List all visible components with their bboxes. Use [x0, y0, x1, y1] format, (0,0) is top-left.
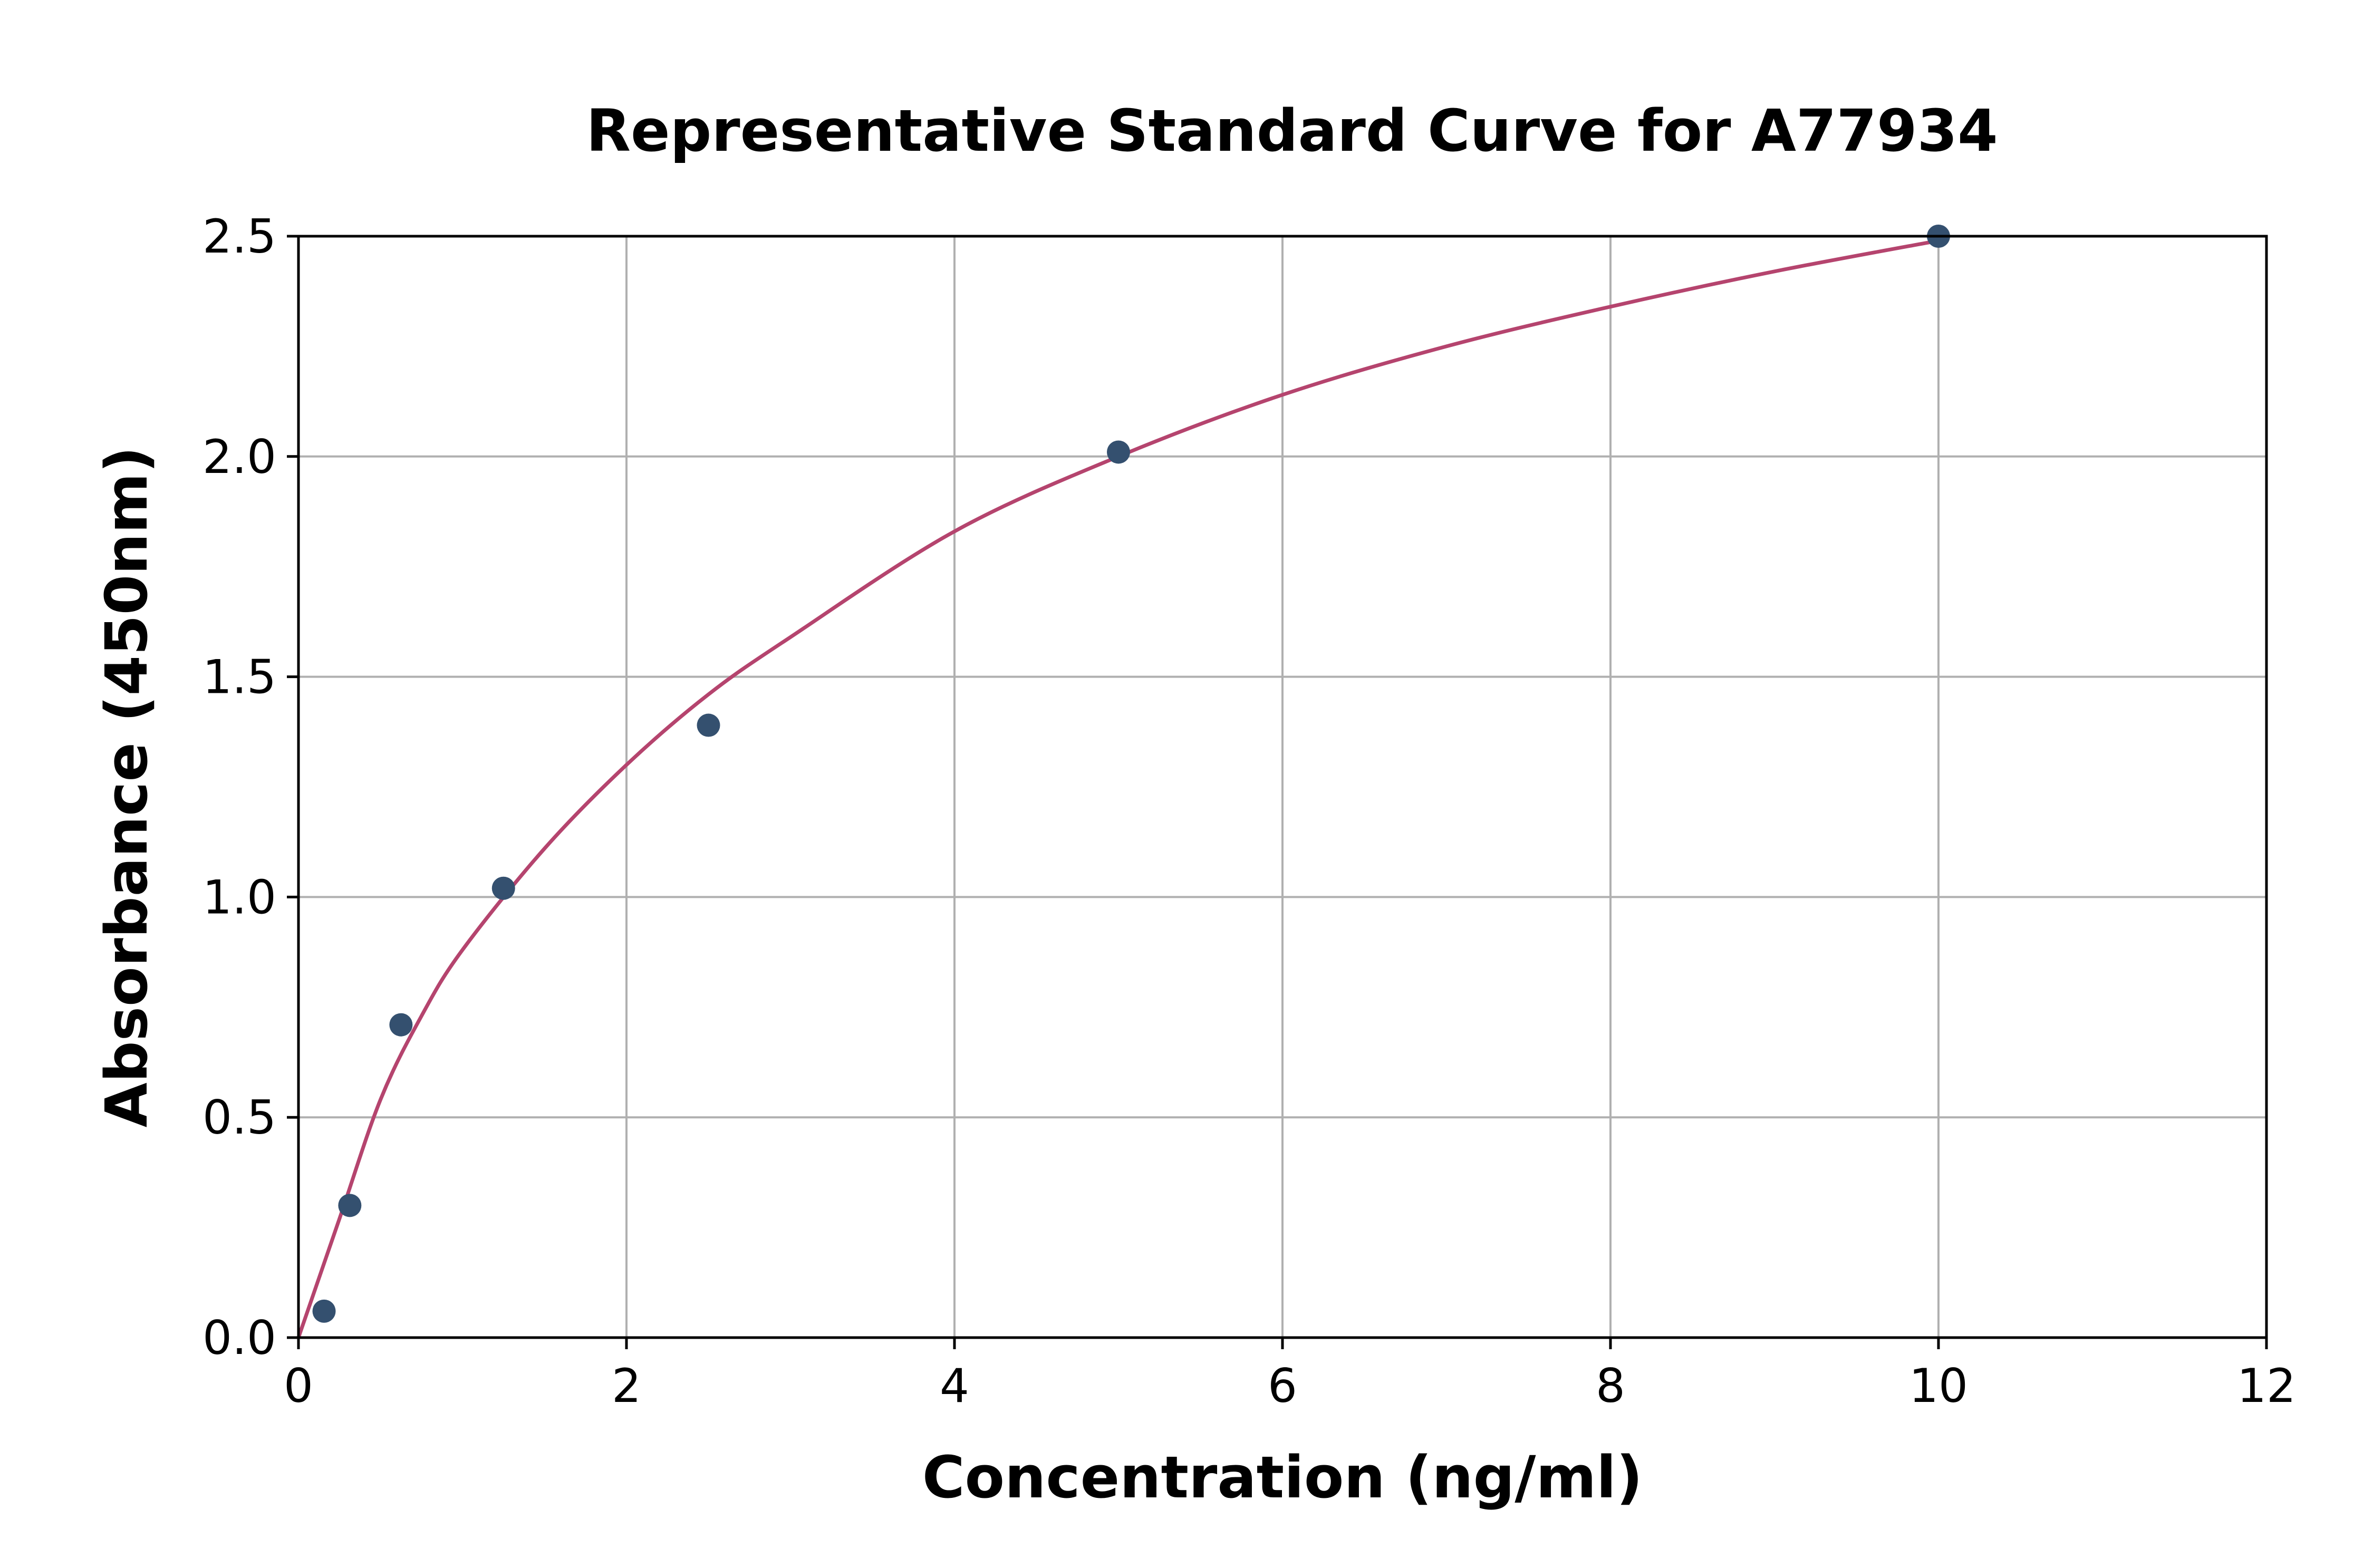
y-tick-label: 0.5	[202, 1090, 276, 1145]
y-tick-label: 2.0	[202, 430, 276, 484]
data-point	[1107, 440, 1130, 464]
data-point	[338, 1194, 362, 1217]
x-tick-label: 10	[1909, 1359, 1968, 1413]
data-point	[491, 876, 515, 900]
x-tick-label: 2	[612, 1359, 641, 1413]
fit-curve-layer	[296, 238, 1941, 1340]
y-tick-label: 0.0	[202, 1311, 276, 1365]
y-axis-label: Absorbance (450nm)	[93, 447, 160, 1128]
x-tick-label: 0	[284, 1359, 313, 1413]
data-point	[697, 713, 720, 737]
axis-ticks: 0 2 4 6 8 10 12 0.0 0.5 1.0 1.5 2.0 2.5	[202, 209, 2296, 1413]
data-point	[312, 1299, 336, 1323]
x-tick-label: 8	[1596, 1359, 1625, 1413]
x-tick-label: 12	[2237, 1359, 2296, 1413]
y-tick-label: 2.5	[202, 209, 276, 264]
y-tick-label: 1.5	[202, 650, 276, 704]
x-axis-label: Concentration (ng/ml)	[922, 1444, 1643, 1511]
data-point	[389, 1013, 413, 1037]
x-tick-label: 4	[940, 1359, 969, 1413]
chart-title: Representative Standard Curve for A77934	[586, 97, 1998, 164]
y-tick-label: 1.0	[202, 870, 276, 924]
x-tick-label: 6	[1268, 1359, 1297, 1413]
fit-curve-line	[296, 238, 1941, 1340]
data-points-layer	[312, 225, 1950, 1323]
